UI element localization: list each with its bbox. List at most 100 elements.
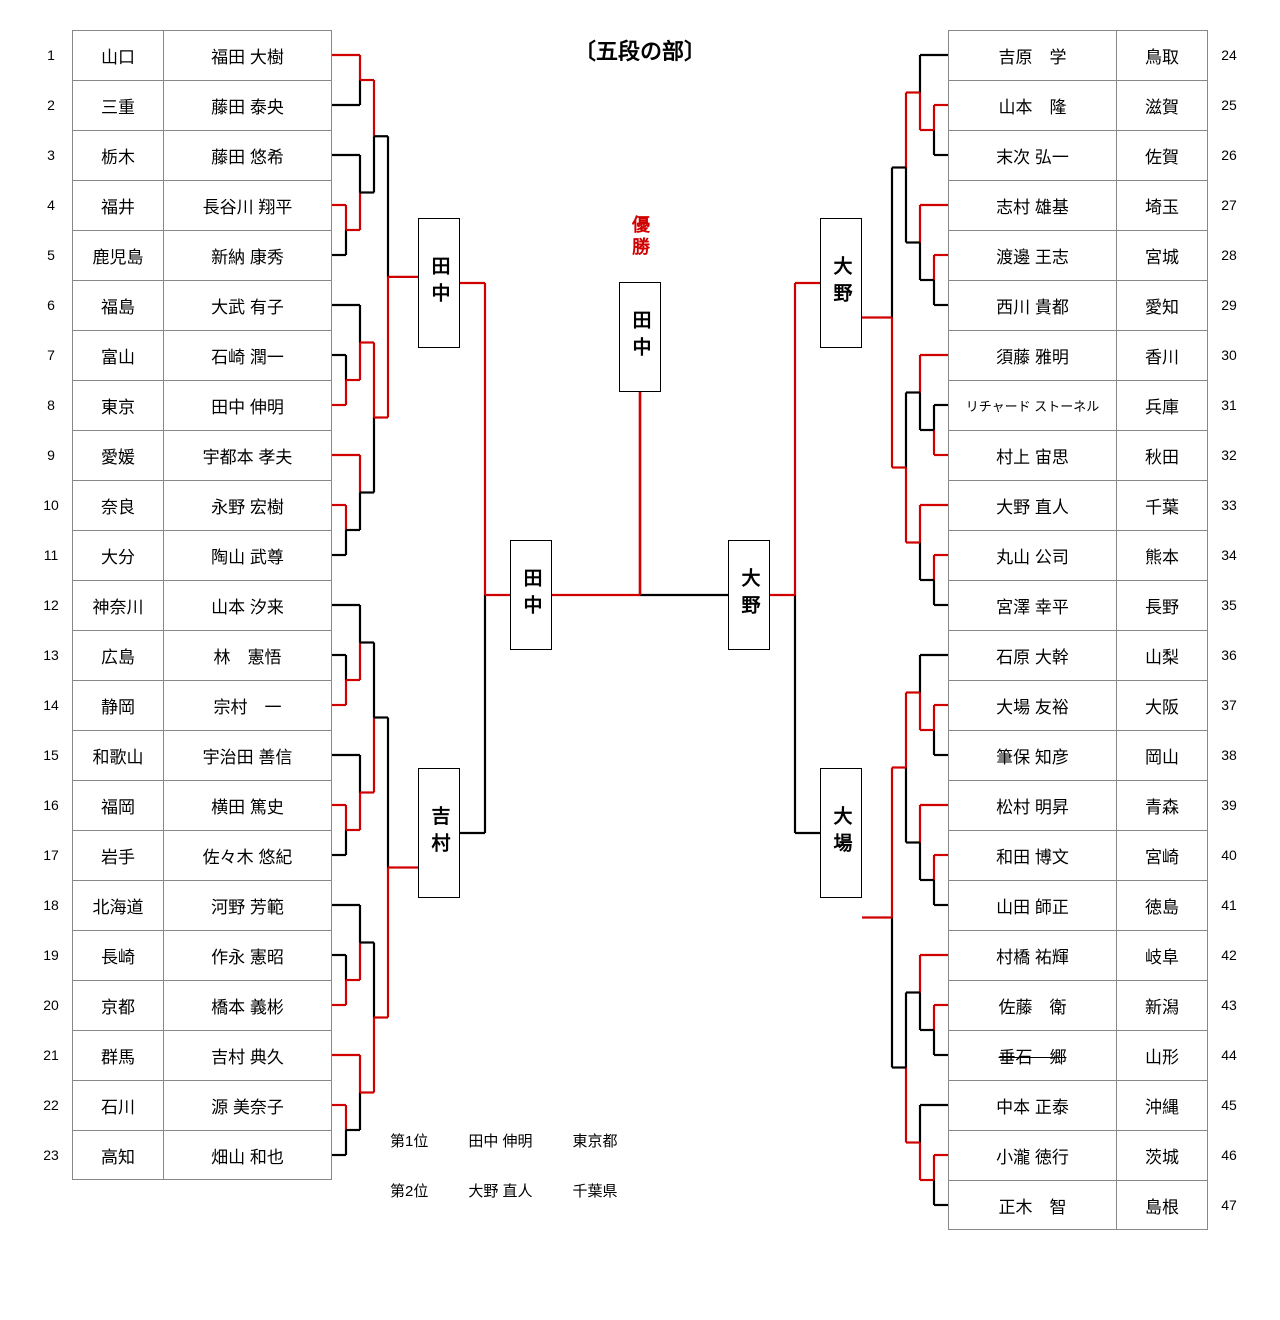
- seed-number: 25: [1208, 97, 1250, 113]
- player-name-cell: 大野 直人: [948, 480, 1116, 530]
- player-row: 9 愛媛 宇都本 孝夫: [30, 430, 332, 480]
- player-row: 15 和歌山 宇治田 善信: [30, 730, 332, 780]
- seed-number: 32: [1208, 447, 1250, 463]
- player-row: 19 長崎 作永 憲昭: [30, 930, 332, 980]
- prefecture-cell: 兵庫: [1116, 380, 1208, 430]
- seed-number: 20: [30, 997, 72, 1013]
- seed-number: 44: [1208, 1047, 1250, 1063]
- prefecture-cell: 熊本: [1116, 530, 1208, 580]
- player-row: 17 岩手 佐々木 悠紀: [30, 830, 332, 880]
- prefecture-cell: 福井: [72, 180, 164, 230]
- player-row: 25 滋賀 山本 隆: [948, 80, 1250, 130]
- seed-number: 42: [1208, 947, 1250, 963]
- seed-number: 26: [1208, 147, 1250, 163]
- player-name-cell: 大場 友裕: [948, 680, 1116, 730]
- prefecture-cell: 神奈川: [72, 580, 164, 630]
- seed-number: 35: [1208, 597, 1250, 613]
- player-row: 28 宮城 渡邊 王志: [948, 230, 1250, 280]
- seed-number: 46: [1208, 1147, 1250, 1163]
- prefecture-cell: 滋賀: [1116, 80, 1208, 130]
- prefecture-cell: 鳥取: [1116, 30, 1208, 80]
- seed-number: 12: [30, 597, 72, 613]
- player-name-cell: 宇都本 孝夫: [164, 430, 332, 480]
- seed-number: 16: [30, 797, 72, 813]
- player-name-cell: 中本 正泰: [948, 1080, 1116, 1130]
- prefecture-cell: 栃木: [72, 130, 164, 180]
- prefecture-cell: 高知: [72, 1130, 164, 1180]
- player-row: 41 徳島 山田 師正: [948, 880, 1250, 930]
- semifinal-left-box: 田中: [510, 540, 552, 650]
- seed-number: 37: [1208, 697, 1250, 713]
- result-pref: 千葉県: [573, 1180, 618, 1201]
- player-row: 12 神奈川 山本 汐来: [30, 580, 332, 630]
- seed-number: 28: [1208, 247, 1250, 263]
- prefecture-cell: 静岡: [72, 680, 164, 730]
- prefecture-cell: 広島: [72, 630, 164, 680]
- player-name-cell: 小瀧 徳行: [948, 1130, 1116, 1180]
- player-name-cell: 山本 汐来: [164, 580, 332, 630]
- player-row: 37 大阪 大場 友裕: [948, 680, 1250, 730]
- seed-number: 40: [1208, 847, 1250, 863]
- prefecture-cell: 島根: [1116, 1180, 1208, 1230]
- seed-number: 31: [1208, 397, 1250, 413]
- prefecture-cell: 愛知: [1116, 280, 1208, 330]
- player-row: 45 沖縄 中本 正泰: [948, 1080, 1250, 1130]
- prefecture-cell: 青森: [1116, 780, 1208, 830]
- player-row: 2 三重 藤田 泰央: [30, 80, 332, 130]
- seed-number: 7: [30, 347, 72, 363]
- seed-number: 39: [1208, 797, 1250, 813]
- player-name-cell: 吉村 典久: [164, 1030, 332, 1080]
- seed-number: 17: [30, 847, 72, 863]
- prefecture-cell: 福岡: [72, 780, 164, 830]
- player-name-cell: 石原 大幹: [948, 630, 1116, 680]
- champion-label: 優勝: [627, 215, 653, 259]
- prefecture-cell: 新潟: [1116, 980, 1208, 1030]
- prefecture-cell: 山形: [1116, 1030, 1208, 1080]
- player-name-cell: 渡邊 王志: [948, 230, 1116, 280]
- player-name-cell: 林 憲悟: [164, 630, 332, 680]
- result-rank: 第2位: [390, 1180, 428, 1201]
- result-2: 第2位 大野 直人 千葉県: [390, 1180, 618, 1201]
- prefecture-cell: 埼玉: [1116, 180, 1208, 230]
- prefecture-cell: 富山: [72, 330, 164, 380]
- prefecture-cell: 石川: [72, 1080, 164, 1130]
- player-row: 33 千葉 大野 直人: [948, 480, 1250, 530]
- player-name-cell: 田中 伸明: [164, 380, 332, 430]
- seed-number: 29: [1208, 297, 1250, 313]
- player-name-cell: 村上 宙思: [948, 430, 1116, 480]
- seed-number: 47: [1208, 1197, 1250, 1213]
- player-row: 42 岐阜 村橋 祐輝: [948, 930, 1250, 980]
- result-name: 田中 伸明: [468, 1130, 532, 1151]
- player-row: 31 兵庫 リチャード ストーネル: [948, 380, 1250, 430]
- prefecture-cell: 京都: [72, 980, 164, 1030]
- player-name-cell: 横田 篤史: [164, 780, 332, 830]
- prefecture-cell: 佐賀: [1116, 130, 1208, 180]
- player-name-cell: 松村 明昇: [948, 780, 1116, 830]
- player-name-cell: 橋本 義彬: [164, 980, 332, 1030]
- player-row: 1 山口 福田 大樹: [30, 30, 332, 80]
- bracket-title: 〔五段の部〕: [574, 34, 706, 66]
- prefecture-cell: 群馬: [72, 1030, 164, 1080]
- prefecture-cell: 千葉: [1116, 480, 1208, 530]
- player-row: 32 秋田 村上 宙思: [948, 430, 1250, 480]
- player-row: 38 岡山 筆保 知彦: [948, 730, 1250, 780]
- seed-number: 45: [1208, 1097, 1250, 1113]
- player-name-cell: 丸山 公司: [948, 530, 1116, 580]
- quarter-box-1: 田中: [418, 218, 460, 348]
- player-row: 34 熊本 丸山 公司: [948, 530, 1250, 580]
- player-name-cell: 河野 芳範: [164, 880, 332, 930]
- player-name-cell: 藤田 泰央: [164, 80, 332, 130]
- prefecture-cell: 宮崎: [1116, 830, 1208, 880]
- seed-number: 23: [30, 1147, 72, 1163]
- player-name-cell: 末次 弘一: [948, 130, 1116, 180]
- player-row: 10 奈良 永野 宏樹: [30, 480, 332, 530]
- player-row: 14 静岡 宗村 一: [30, 680, 332, 730]
- seed-number: 19: [30, 947, 72, 963]
- quarter-box-3: 大野: [820, 218, 862, 348]
- quarter-box-2: 吉村: [418, 768, 460, 898]
- player-row: 30 香川 須藤 雅明: [948, 330, 1250, 380]
- player-name-cell: 宗村 一: [164, 680, 332, 730]
- prefecture-cell: 三重: [72, 80, 164, 130]
- seed-number: 33: [1208, 497, 1250, 513]
- prefecture-cell: 北海道: [72, 880, 164, 930]
